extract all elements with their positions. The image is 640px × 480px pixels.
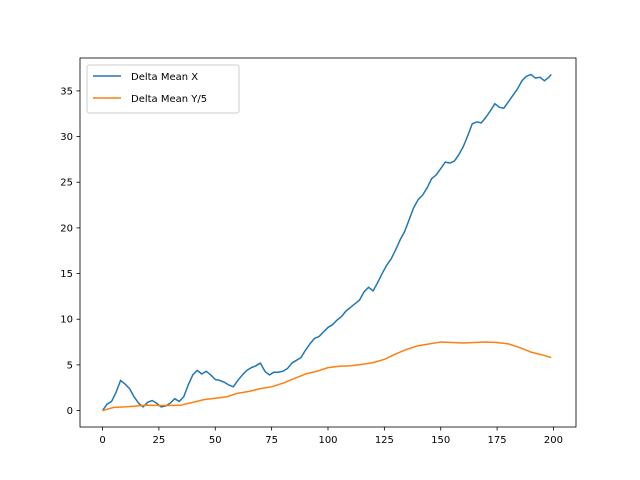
legend-box — [86, 64, 240, 114]
series-line-2 — [102, 341, 552, 412]
y-tick-label: 5 — [67, 360, 73, 371]
x-tick-label: 0 — [99, 435, 105, 446]
x-tick-label: 50 — [209, 435, 222, 446]
y-tick-label: 0 — [67, 406, 73, 417]
x-tick-label: 125 — [375, 435, 394, 446]
y-tick-label: 20 — [60, 223, 73, 234]
legend-label: Delta Mean Y/5 — [131, 94, 207, 105]
y-tick-label: 30 — [60, 132, 73, 143]
axes-layer: 0 25 50 75 100 125 150 175 200 0 5 10 15 20 25 30 35 — [60, 57, 577, 446]
y-tick-label: 10 — [60, 315, 73, 326]
x-tick-label: 25 — [153, 435, 166, 446]
x-tick-label: 175 — [488, 435, 507, 446]
y-tick-label: 15 — [60, 269, 73, 280]
x-tick-label: 200 — [544, 435, 563, 446]
series-layer — [101, 73, 552, 412]
y-tick-label: 35 — [60, 86, 73, 97]
series-line-1 — [101, 73, 552, 411]
legend-label: Delta Mean X — [131, 72, 198, 83]
x-tick-label: 150 — [431, 435, 450, 446]
legend: Delta Mean X Delta Mean Y/5 — [86, 64, 240, 114]
x-tick-label: 100 — [318, 435, 337, 446]
x-tick-label: 75 — [265, 435, 278, 446]
y-tick-label: 25 — [60, 178, 73, 189]
